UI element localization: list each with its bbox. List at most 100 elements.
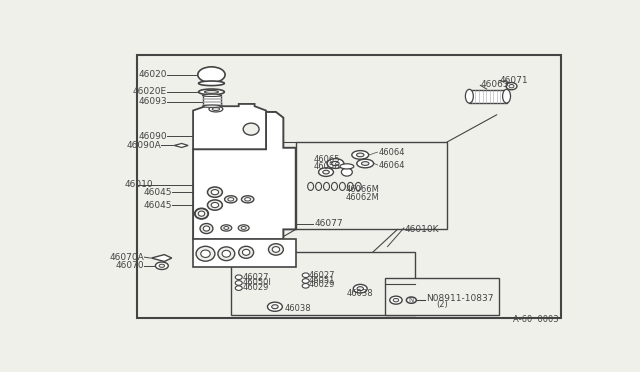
Text: 46029: 46029	[308, 280, 335, 289]
Polygon shape	[152, 254, 172, 262]
Ellipse shape	[205, 90, 218, 93]
Ellipse shape	[243, 123, 259, 135]
Text: 46062M: 46062M	[346, 193, 379, 202]
Ellipse shape	[196, 246, 215, 261]
Bar	[137, 55, 561, 318]
Ellipse shape	[340, 164, 354, 169]
Text: 46090: 46090	[138, 132, 167, 141]
Text: 46064: 46064	[379, 148, 405, 157]
Ellipse shape	[241, 227, 246, 230]
Ellipse shape	[159, 264, 164, 267]
Ellipse shape	[356, 159, 374, 168]
Text: 46051: 46051	[308, 276, 335, 285]
Ellipse shape	[218, 247, 235, 261]
Ellipse shape	[222, 250, 230, 257]
Ellipse shape	[302, 273, 309, 278]
Ellipse shape	[353, 284, 367, 293]
Ellipse shape	[509, 84, 514, 88]
Bar	[296, 142, 447, 230]
Ellipse shape	[195, 209, 208, 219]
Ellipse shape	[202, 94, 221, 96]
Ellipse shape	[238, 225, 249, 231]
Ellipse shape	[406, 297, 416, 303]
Ellipse shape	[236, 286, 242, 291]
Text: 46010: 46010	[125, 180, 153, 189]
Text: 46020: 46020	[138, 70, 167, 79]
Ellipse shape	[272, 247, 280, 252]
Ellipse shape	[241, 196, 254, 203]
Ellipse shape	[224, 227, 229, 230]
Ellipse shape	[207, 187, 222, 197]
Ellipse shape	[198, 211, 205, 216]
Ellipse shape	[198, 89, 225, 95]
Text: 46045: 46045	[143, 187, 172, 197]
Text: 46070A: 46070A	[109, 253, 145, 262]
Text: 46027: 46027	[308, 271, 335, 280]
Text: 46077: 46077	[314, 219, 343, 228]
Bar	[385, 278, 499, 315]
Ellipse shape	[362, 162, 369, 166]
Text: 46090A: 46090A	[126, 141, 161, 150]
Ellipse shape	[502, 89, 511, 103]
Text: 46050I: 46050I	[242, 278, 271, 287]
Text: 46071: 46071	[499, 76, 528, 85]
Ellipse shape	[228, 198, 234, 201]
Text: N: N	[409, 297, 414, 303]
Bar	[231, 252, 415, 315]
Ellipse shape	[506, 83, 517, 90]
Ellipse shape	[332, 161, 339, 166]
Ellipse shape	[209, 106, 223, 112]
Ellipse shape	[302, 279, 309, 283]
Text: 46056: 46056	[314, 162, 340, 171]
Ellipse shape	[236, 280, 242, 285]
Ellipse shape	[244, 198, 251, 201]
Text: A-60  0003: A-60 0003	[513, 315, 559, 324]
Ellipse shape	[302, 283, 309, 288]
Text: 46010K: 46010K	[405, 225, 440, 234]
Ellipse shape	[212, 108, 220, 110]
Polygon shape	[174, 144, 188, 147]
Text: 46063: 46063	[480, 80, 509, 89]
Ellipse shape	[198, 81, 225, 86]
Ellipse shape	[207, 200, 222, 210]
Ellipse shape	[268, 302, 282, 311]
Polygon shape	[193, 112, 296, 240]
Ellipse shape	[323, 170, 329, 174]
Ellipse shape	[465, 89, 474, 103]
Text: 46066M: 46066M	[346, 185, 380, 194]
Text: 46029: 46029	[242, 283, 269, 292]
Ellipse shape	[200, 224, 213, 234]
Ellipse shape	[272, 305, 278, 309]
Ellipse shape	[201, 250, 210, 257]
Bar	[202, 95, 221, 106]
Ellipse shape	[211, 202, 219, 208]
Ellipse shape	[341, 168, 352, 176]
Ellipse shape	[221, 225, 232, 231]
Ellipse shape	[236, 275, 242, 279]
Ellipse shape	[327, 158, 344, 169]
Ellipse shape	[202, 105, 221, 108]
Text: 46070: 46070	[116, 261, 145, 270]
Ellipse shape	[225, 196, 237, 203]
Text: 46038: 46038	[346, 289, 373, 298]
Text: 46064: 46064	[379, 161, 405, 170]
Ellipse shape	[204, 226, 210, 231]
Ellipse shape	[393, 298, 399, 302]
Text: 46065: 46065	[314, 155, 340, 164]
Polygon shape	[193, 104, 266, 149]
Text: 46038: 46038	[285, 304, 312, 313]
Ellipse shape	[156, 262, 168, 269]
Ellipse shape	[198, 67, 225, 83]
Text: 46020E: 46020E	[132, 87, 167, 96]
Text: 46045: 46045	[143, 201, 172, 209]
Ellipse shape	[243, 249, 250, 255]
Text: 46093: 46093	[138, 97, 167, 106]
Ellipse shape	[357, 287, 364, 291]
Bar	[469, 90, 507, 103]
Ellipse shape	[239, 246, 253, 258]
Ellipse shape	[390, 296, 402, 304]
Ellipse shape	[269, 244, 284, 255]
Ellipse shape	[352, 151, 369, 159]
Text: 46027: 46027	[242, 273, 269, 282]
Text: (2): (2)	[436, 300, 448, 309]
